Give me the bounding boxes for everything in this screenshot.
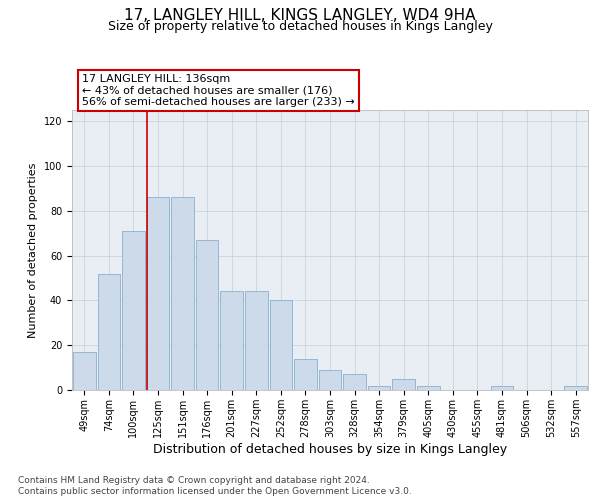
Bar	[171, 198, 194, 390]
Bar	[417, 386, 440, 390]
Bar	[565, 386, 587, 390]
Text: Contains HM Land Registry data © Crown copyright and database right 2024.: Contains HM Land Registry data © Crown c…	[18, 476, 370, 485]
Text: Size of property relative to detached houses in Kings Langley: Size of property relative to detached ho…	[107, 20, 493, 33]
Text: 17, LANGLEY HILL, KINGS LANGLEY, WD4 9HA: 17, LANGLEY HILL, KINGS LANGLEY, WD4 9HA	[124, 8, 476, 22]
Bar	[343, 374, 366, 390]
Bar	[269, 300, 292, 390]
Bar	[392, 379, 415, 390]
Bar	[368, 386, 391, 390]
Y-axis label: Number of detached properties: Number of detached properties	[28, 162, 38, 338]
Bar	[122, 231, 145, 390]
Bar	[196, 240, 218, 390]
Bar	[491, 386, 514, 390]
Text: 17 LANGLEY HILL: 136sqm
← 43% of detached houses are smaller (176)
56% of semi-d: 17 LANGLEY HILL: 136sqm ← 43% of detache…	[82, 74, 355, 107]
X-axis label: Distribution of detached houses by size in Kings Langley: Distribution of detached houses by size …	[153, 442, 507, 456]
Bar	[98, 274, 120, 390]
Bar	[220, 292, 243, 390]
Text: Contains public sector information licensed under the Open Government Licence v3: Contains public sector information licen…	[18, 487, 412, 496]
Bar	[319, 370, 341, 390]
Bar	[73, 352, 95, 390]
Bar	[245, 292, 268, 390]
Bar	[294, 358, 317, 390]
Bar	[146, 198, 169, 390]
